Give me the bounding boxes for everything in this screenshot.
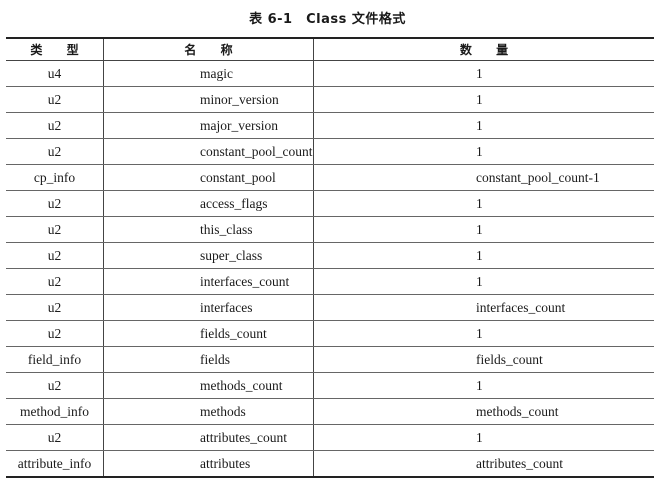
cell-name: this_class <box>103 216 314 243</box>
cell-name: minor_version <box>103 86 314 113</box>
cell-count: interfaces_count <box>313 294 654 321</box>
table-row: cp_info constant_pool constant_pool_count-… <box>6 164 654 191</box>
cell-name: major_version <box>103 112 314 139</box>
table-row: u2 interfaces_count 1 <box>6 268 654 295</box>
cell-count: 1 <box>313 268 654 295</box>
cell-type: u2 <box>6 190 104 217</box>
cell-name: magic <box>103 60 314 87</box>
cell-type: attribute_info <box>6 450 104 478</box>
cell-count: 1 <box>313 190 654 217</box>
cell-count: 1 <box>313 60 654 87</box>
cell-count: constant_pool_count-1 <box>313 164 654 191</box>
cell-name: fields <box>103 346 314 373</box>
cell-count: 1 <box>313 112 654 139</box>
cell-type: method_info <box>6 398 104 425</box>
cell-type: u2 <box>6 372 104 399</box>
cell-count: 1 <box>313 242 654 269</box>
cell-type: u2 <box>6 424 104 451</box>
cell-type: u4 <box>6 60 104 87</box>
cell-type: u2 <box>6 242 104 269</box>
header-type: 类 型 <box>6 37 104 61</box>
cell-count: 1 <box>313 372 654 399</box>
cell-name: constant_pool_count <box>103 138 314 165</box>
table-row: u2 methods_count 1 <box>6 372 654 399</box>
cell-name: methods_count <box>103 372 314 399</box>
cell-count: methods_count <box>313 398 654 425</box>
cell-name: attributes_count <box>103 424 314 451</box>
cell-count: attributes_count <box>313 450 654 478</box>
cell-name: attributes <box>103 450 314 478</box>
cell-count: fields_count <box>313 346 654 373</box>
table-caption: 表 6-1 Class 文件格式 <box>249 12 406 27</box>
table-row: u2 access_flags 1 <box>6 190 654 217</box>
cell-type: cp_info <box>6 164 104 191</box>
cell-name: fields_count <box>103 320 314 347</box>
table-row: u4 magic 1 <box>6 60 654 87</box>
table-row: field_info fields fields_count <box>6 346 654 373</box>
cell-type: u2 <box>6 86 104 113</box>
table-row: attribute_info attributes attributes_count <box>6 450 654 478</box>
cell-name: interfaces <box>103 294 314 321</box>
cell-type: u2 <box>6 112 104 139</box>
cell-type: u2 <box>6 268 104 295</box>
class-file-format-table: 类 型 名 称 数 量 u4 magic 1 u2 minor_version 1 u2 ma… <box>6 37 654 478</box>
cell-count: 1 <box>313 86 654 113</box>
cell-type: u2 <box>6 320 104 347</box>
table-row: u2 constant_pool_count 1 <box>6 138 654 165</box>
cell-count: 1 <box>313 138 654 165</box>
header-name: 名 称 <box>103 37 314 61</box>
header-row: 类 型 名 称 数 量 <box>6 37 654 61</box>
cell-name: interfaces_count <box>103 268 314 295</box>
cell-name: methods <box>103 398 314 425</box>
table-row: u2 attributes_count 1 <box>6 424 654 451</box>
cell-count: 1 <box>313 424 654 451</box>
header-count: 数 量 <box>313 37 654 61</box>
table-row: u2 this_class 1 <box>6 216 654 243</box>
cell-type: u2 <box>6 216 104 243</box>
cell-type: field_info <box>6 346 104 373</box>
table-row: u2 fields_count 1 <box>6 320 654 347</box>
table-row: u2 major_version 1 <box>6 112 654 139</box>
cell-type: u2 <box>6 294 104 321</box>
cell-name: constant_pool <box>103 164 314 191</box>
cell-count: 1 <box>313 216 654 243</box>
cell-type: u2 <box>6 138 104 165</box>
table-row: u2 minor_version 1 <box>6 86 654 113</box>
cell-name: access_flags <box>103 190 314 217</box>
cell-name: super_class <box>103 242 314 269</box>
table-row: method_info methods methods_count <box>6 398 654 425</box>
table-row: u2 super_class 1 <box>6 242 654 269</box>
cell-count: 1 <box>313 320 654 347</box>
table-row: u2 interfaces interfaces_count <box>6 294 654 321</box>
